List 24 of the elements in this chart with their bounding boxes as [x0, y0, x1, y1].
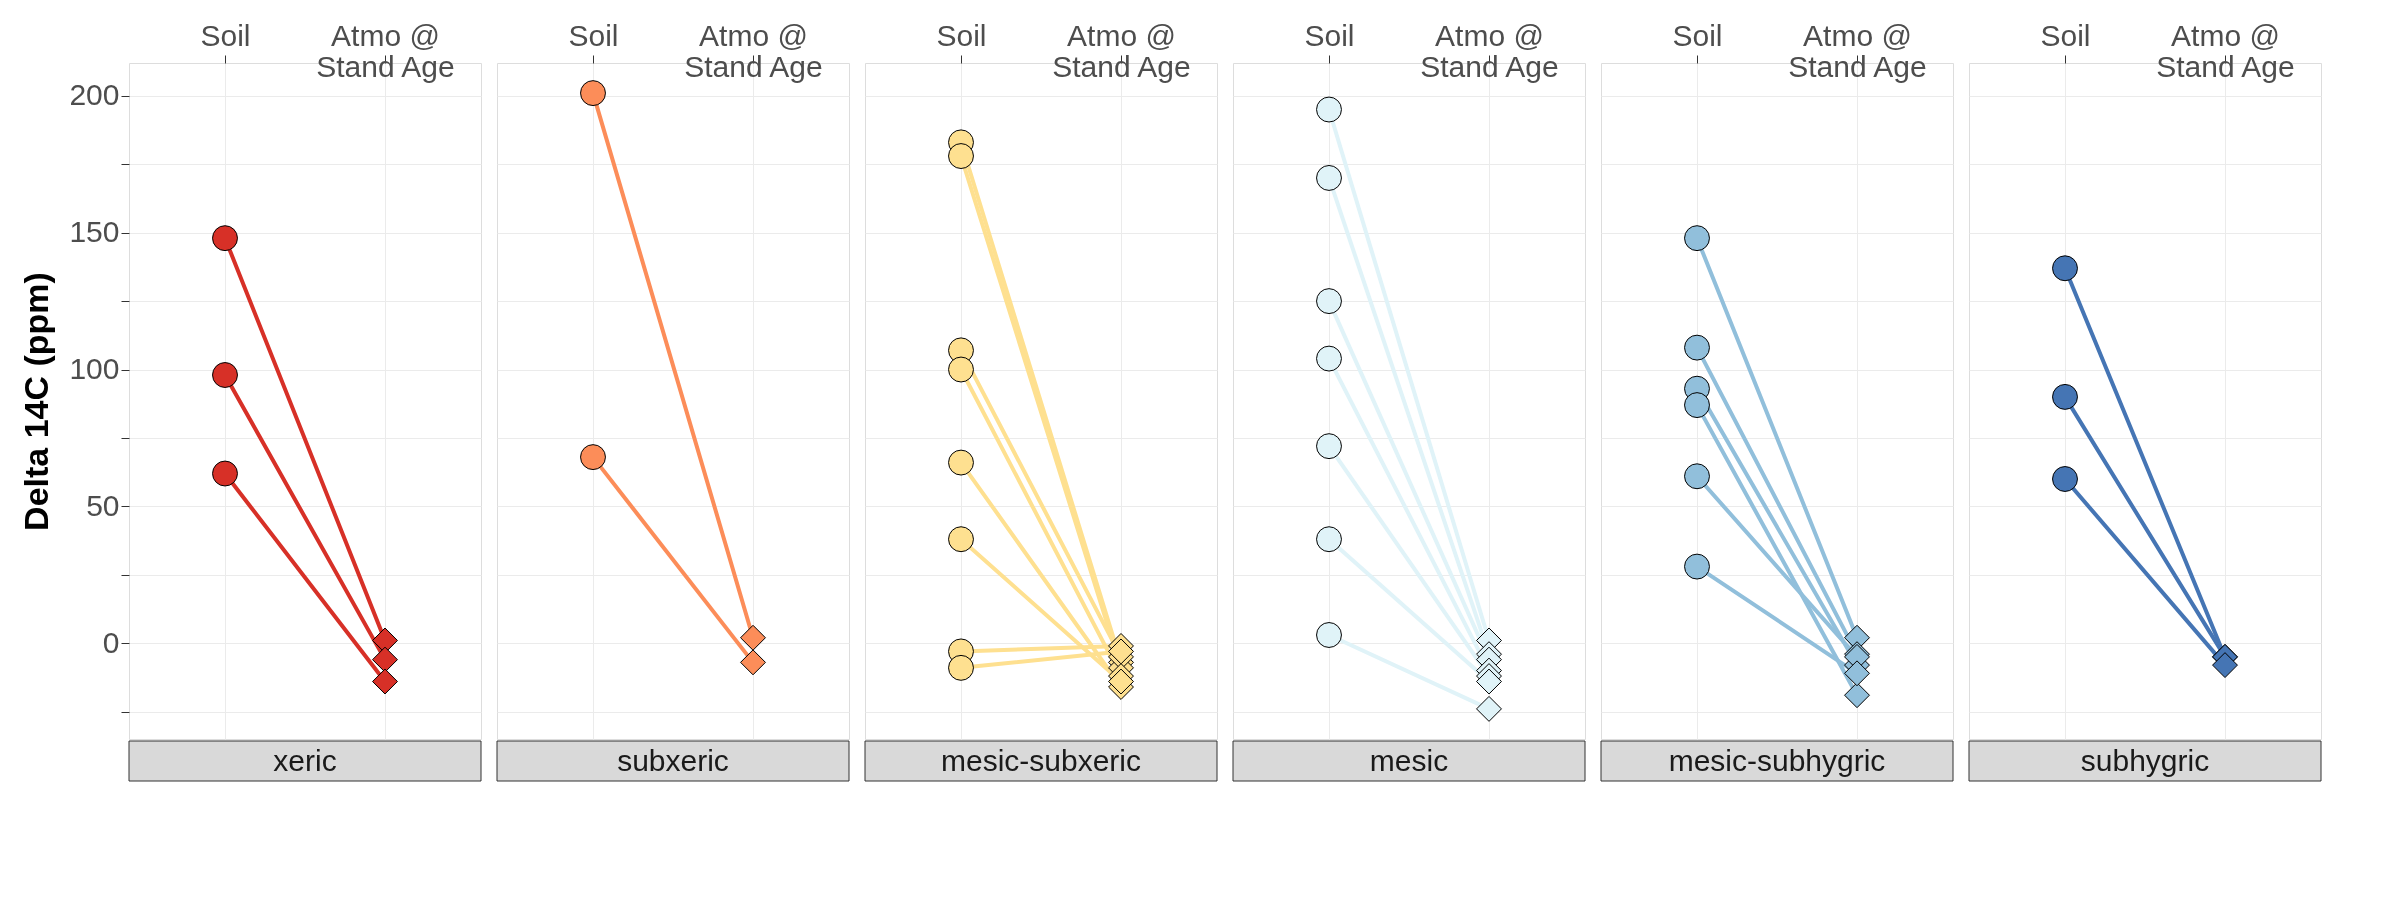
text: subhygric [2080, 744, 2210, 777]
x-tick-label: Atmo @ Stand Age [2156, 18, 2295, 83]
x-tick-label: Atmo @ Stand Age [1052, 18, 1191, 83]
text: mesic-subhygric [1668, 744, 1886, 777]
text: subxeric [617, 744, 729, 777]
x-tick-label: Soil [1304, 18, 1355, 52]
y-tick-label: 150 [69, 215, 120, 249]
text: mesic [1369, 744, 1449, 777]
text: xeric [273, 744, 337, 777]
y-tick-label: 50 [86, 488, 120, 522]
x-tick-label: Soil [936, 18, 987, 52]
x-tick-label: Soil [2040, 18, 2091, 52]
text: mesic-subxeric [940, 744, 1142, 777]
y-tick-label: 200 [69, 78, 120, 112]
y-axis-title: Delta 14C (ppm) [17, 272, 56, 531]
x-tick-label: Atmo @ Stand Age [1420, 18, 1559, 83]
x-tick-label: Atmo @ Stand Age [684, 18, 823, 83]
x-tick-label: Soil [200, 18, 251, 52]
x-tick-label: Atmo @ Stand Age [1788, 18, 1927, 83]
x-tick-label: Atmo @ Stand Age [316, 18, 455, 83]
x-tick-label: Soil [1672, 18, 1723, 52]
y-tick-label: 100 [69, 352, 120, 386]
x-tick-label: Soil [568, 18, 619, 52]
y-tick-label: 0 [102, 625, 120, 659]
